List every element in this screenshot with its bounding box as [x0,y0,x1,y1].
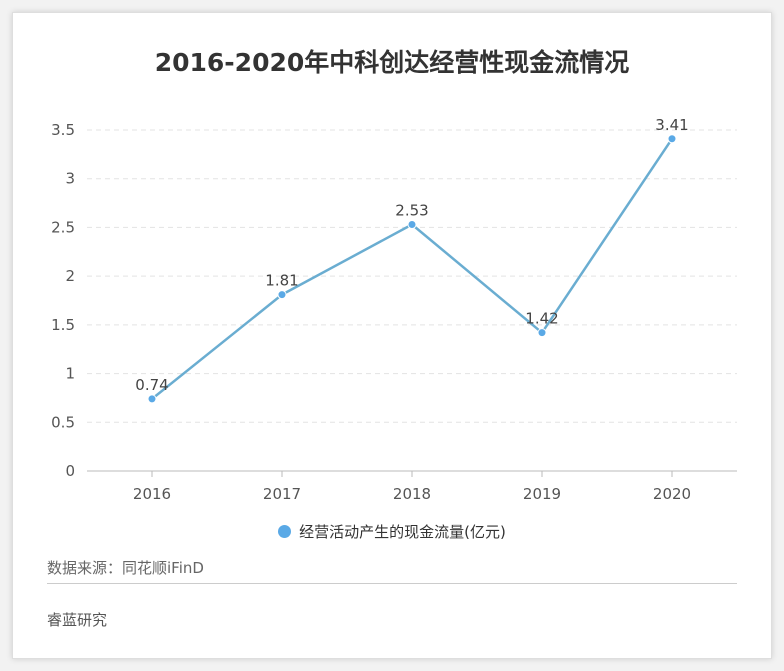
x-tick-label-3: 2019 [523,485,561,503]
y-tick-label-0: 0 [65,462,75,480]
y-tick-label-3: 1.5 [51,316,75,334]
x-tick-label-0: 2016 [133,485,171,503]
data-point-2020 [667,134,677,144]
x-tick-label-2: 2018 [393,485,431,503]
y-tick-label-4: 2 [65,267,75,285]
data-label-2018: 2.53 [395,202,428,220]
data-point-2018 [407,220,417,230]
footer-brand: 睿蓝研究 [47,611,108,629]
data-point-2016 [147,394,157,404]
y-tick-label-2: 1 [65,365,75,383]
data-point-2017 [277,290,287,300]
data-label-2020: 3.41 [655,116,688,134]
x-tick-label-4: 2020 [653,485,691,503]
series-line-0 [151,138,674,400]
chart-legend[interactable]: 经营活动产生的现金流量(亿元) [13,521,771,542]
chart-title: 2016-2020年中科创达经营性现金流情况 [154,48,630,77]
data-label-2016: 0.74 [135,376,168,394]
legend-marker [278,525,292,538]
data-point-2019 [537,328,547,338]
y-tick-label-6: 3 [65,170,75,188]
y-tick-label-7: 3.5 [51,121,75,139]
x-tick-label-1: 2017 [263,485,301,503]
y-tick-label-1: 0.5 [51,413,75,431]
data-label-2017: 1.81 [265,272,298,290]
data-label-2019: 1.42 [525,310,558,328]
divider [47,583,737,584]
y-tick-label-5: 2.5 [51,218,75,236]
chart-card: 2016-2020年中科创达经营性现金流情况 0 0.5 1 1.5 2 2.5 3 3.5 2… [12,12,772,659]
data-source: 数据来源：同花顺iFinD [47,559,204,577]
legend-label: 经营活动产生的现金流量(亿元) [299,523,506,541]
